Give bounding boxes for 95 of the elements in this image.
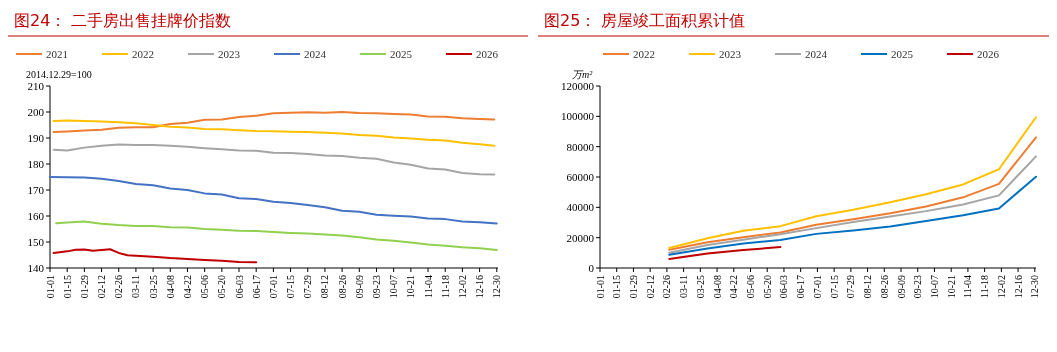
x-tick-label: 11-04	[962, 275, 974, 298]
y-tick-label: 20000	[566, 231, 595, 244]
y-tick-label: 120000	[561, 79, 595, 92]
legend-label: 2023	[719, 47, 742, 60]
x-tick-label: 11-18	[439, 275, 451, 298]
line-series	[55, 220, 498, 252]
x-tick-label: 03-25	[694, 275, 706, 299]
y-axis-title: 万m²	[572, 69, 594, 80]
x-tick-label: 12-02	[995, 275, 1007, 299]
x-tick-label: 03-11	[130, 275, 142, 298]
x-tick-label: 12-16	[1012, 275, 1024, 299]
y-tick-label: 170	[27, 183, 45, 196]
x-tick-label: 01-29	[78, 275, 90, 299]
line-series	[668, 175, 1037, 256]
x-tick-label: 06-17	[795, 275, 807, 299]
x-tick-label: 05-06	[745, 275, 757, 299]
line-series	[49, 176, 498, 225]
legend-label: 2025	[891, 47, 914, 60]
x-tick-label: 04-08	[164, 275, 176, 299]
line-series	[52, 119, 496, 147]
legend-label: 2024	[805, 47, 828, 60]
y-tick-label: 80000	[566, 140, 595, 153]
x-tick-label: 05-20	[216, 275, 228, 299]
legend-label: 2025	[390, 47, 413, 60]
x-tick-label: 02-12	[96, 275, 108, 299]
x-tick-label: 08-12	[319, 275, 331, 299]
y-tick-label: 140	[27, 261, 45, 274]
x-tick-label: 11-04	[422, 275, 434, 298]
chart-title: 图24： 二手房出售挂牌价指数	[14, 11, 232, 30]
x-tick-label: 01-01	[44, 275, 56, 299]
x-tick-label: 05-06	[199, 275, 211, 299]
legend-label: 2026	[476, 47, 499, 60]
y-tick-label: 60000	[566, 170, 595, 183]
legend-label: 2021	[46, 47, 68, 60]
y-tick-label: 160	[27, 209, 45, 222]
x-tick-label: 10-07	[928, 275, 940, 299]
legend-label: 2024	[304, 47, 327, 60]
x-tick-label: 04-22	[181, 275, 193, 299]
x-tick-label: 01-15	[61, 275, 73, 299]
line-series	[52, 111, 496, 134]
x-tick-label: 10-07	[388, 275, 400, 299]
x-tick-label: 02-26	[113, 275, 125, 299]
x-tick-label: 01-01	[594, 275, 606, 299]
x-tick-label: 09-09	[895, 275, 907, 299]
x-tick-label: 07-01	[267, 275, 279, 299]
x-tick-label: 07-01	[811, 275, 823, 299]
line-series	[52, 248, 258, 264]
x-tick-label: 09-09	[353, 275, 365, 299]
legend-label: 2026	[977, 47, 1000, 60]
line-series	[52, 143, 496, 176]
line-series	[668, 246, 782, 260]
x-tick-label: 12-02	[456, 275, 468, 299]
y-tick-label: 190	[27, 131, 45, 144]
x-tick-label: 12-16	[474, 275, 486, 299]
y-tick-label: 150	[27, 235, 45, 248]
x-tick-label: 10-21	[405, 275, 417, 299]
x-tick-label: 12-30	[1029, 275, 1041, 299]
x-tick-label: 05-20	[761, 275, 773, 299]
legend-label: 2023	[218, 47, 241, 60]
line-series	[668, 155, 1037, 254]
x-tick-label: 10-21	[945, 275, 957, 299]
chart-title: 图25： 房屋竣工面积累计值	[544, 11, 746, 30]
x-tick-label: 08-26	[336, 275, 348, 299]
x-tick-label: 08-12	[862, 275, 874, 299]
y-tick-label: 200	[27, 105, 45, 118]
y-tick-label: 40000	[566, 201, 595, 214]
x-tick-label: 04-08	[711, 275, 723, 299]
legend-label: 2022	[633, 47, 655, 60]
y-tick-label: 210	[27, 79, 45, 92]
x-tick-label: 07-29	[302, 275, 314, 299]
x-tick-label: 09-23	[912, 275, 924, 299]
x-tick-label: 08-26	[878, 275, 890, 299]
x-tick-label: 01-29	[627, 275, 639, 299]
y-tick-label: 180	[27, 157, 45, 170]
x-tick-label: 04-22	[728, 275, 740, 299]
x-tick-label: 12-30	[491, 275, 503, 299]
x-tick-label: 03-11	[678, 275, 690, 298]
legend-label: 2022	[132, 47, 154, 60]
y-tick-label: 100000	[561, 110, 595, 123]
x-tick-label: 06-03	[233, 275, 245, 299]
x-tick-label: 07-15	[828, 275, 840, 299]
x-tick-label: 02-26	[661, 275, 673, 299]
x-tick-label: 06-03	[778, 275, 790, 299]
x-tick-label: 07-29	[845, 275, 857, 299]
y-tick-label: 0	[588, 261, 595, 274]
line-series	[668, 116, 1037, 249]
x-tick-label: 09-23	[370, 275, 382, 299]
y-axis-title: 2014.12.29=100	[26, 69, 92, 80]
x-tick-label: 06-17	[250, 275, 262, 299]
x-tick-label: 02-12	[644, 275, 656, 299]
x-tick-label: 07-15	[285, 275, 297, 299]
x-tick-label: 01-15	[611, 275, 623, 299]
line-series	[668, 136, 1037, 251]
x-tick-label: 03-25	[147, 275, 159, 299]
x-tick-label: 11-18	[979, 275, 991, 298]
